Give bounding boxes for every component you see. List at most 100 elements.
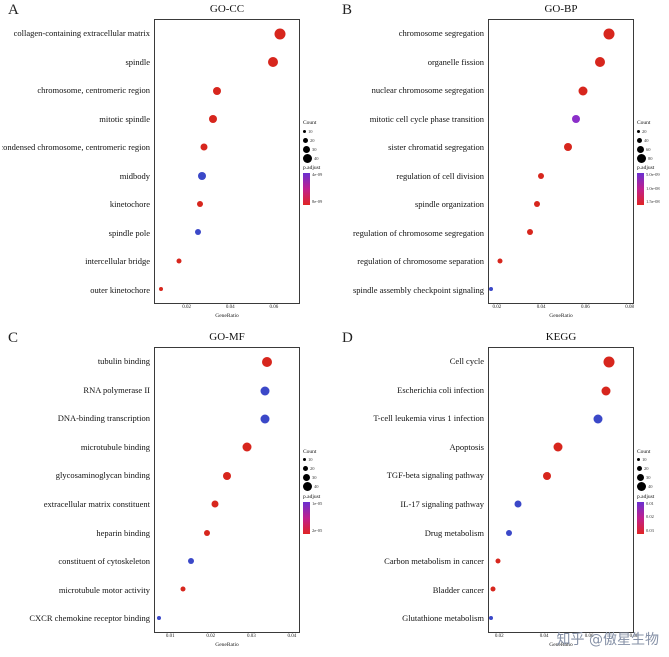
x-axis: GeneRatio 0.02 0.04 0.06 — [154, 304, 300, 322]
padjust-value: 0.03 — [646, 527, 654, 533]
legend-count-value: 30 — [312, 475, 317, 480]
legend-count-dot — [637, 145, 644, 153]
legend-count-dot — [637, 137, 642, 143]
y-axis-labels: Cell cycle Escherichia coli infection T-ce… — [336, 347, 488, 633]
legend-count-title: Count — [637, 120, 651, 126]
legend-padjust-gradient: 0.01 0.02 0.03 — [637, 501, 664, 534]
data-point — [197, 200, 204, 207]
x-tick-label: 0.02 — [206, 634, 216, 639]
category-label: constituent of cytoskeleton — [58, 556, 150, 567]
chart-title: GO-BP — [544, 3, 578, 15]
panel-letter: C — [8, 330, 19, 346]
legend-count-dot — [637, 482, 646, 491]
category-label: Bladder cancer — [432, 584, 484, 595]
x-axis-row: GeneRatio 0.02 0.04 0.06 0.08 — [336, 304, 667, 322]
panel-letter: D — [342, 330, 353, 346]
x-axis: GeneRatio 0.01 0.02 0.03 0.04 — [154, 633, 300, 651]
legend-count-value: 20 — [310, 137, 315, 143]
legend-count-dot — [637, 129, 640, 133]
category-label: regulation of cell division — [396, 170, 484, 181]
legend-padjust-title: p.adjust — [303, 493, 321, 500]
x-axis: GeneRatio 0.02 0.04 0.06 0.08 — [488, 304, 634, 322]
plot-area — [154, 347, 300, 633]
legend-count-value: 10 — [642, 457, 647, 462]
dotplot-go-bp: GO-BP chromosome segregation organelle fi… — [336, 3, 667, 322]
legend-count-title: Count — [637, 448, 651, 455]
legend-count-dot — [637, 153, 646, 163]
data-point — [534, 200, 540, 207]
padjust-labels: 1e-05 2e-05 — [312, 500, 323, 534]
category-label: Escherichia coli infection — [397, 384, 484, 395]
category-label: chromosome, centromeric region — [37, 85, 150, 95]
category-label: Apoptosis — [449, 441, 484, 452]
category-label: regulation of chromosome separation — [357, 256, 484, 266]
legend-count-dot — [303, 458, 306, 461]
plot-row: Cell cycle Escherichia coli infection T-ce… — [336, 347, 667, 633]
data-point — [274, 28, 286, 40]
x-tick-label: 0.02 — [494, 634, 504, 639]
category-label: Drug metabolism — [424, 527, 484, 538]
x-tick-label: 0.08 — [629, 634, 639, 639]
title-row: GO-CC — [2, 3, 332, 19]
category-label: spindle assembly checkpoint signaling — [352, 284, 484, 295]
category-label: Glutathione metabolism — [402, 613, 484, 624]
legend-count-value: 40 — [648, 484, 653, 489]
y-axis-labels: collagen-containing extracellular matrix… — [2, 19, 154, 304]
x-tick-label: 0.08 — [625, 305, 634, 310]
plot-row: chromosome segregation organelle fission n… — [336, 19, 667, 304]
legend-count-dot — [637, 474, 644, 481]
data-point — [262, 357, 272, 368]
dotplot-go-mf: GO-MF tubulin binding RNA polymerase II DN… — [2, 331, 332, 651]
legend-count-value: 40 — [644, 137, 649, 143]
category-label: extracellular matrix constituent — [43, 499, 150, 510]
legend-count-value: 10 — [308, 128, 313, 134]
legend-count-dot — [303, 145, 310, 153]
legend-count-item: 80 — [637, 153, 664, 163]
legend-padjust-title: p.adjust — [637, 493, 655, 500]
y-axis-labels: tubulin binding RNA polymerase II DNA-bind… — [2, 347, 154, 633]
category-label: mitotic cell cycle phase transition — [369, 113, 484, 124]
category-label: microtubule binding — [80, 441, 150, 452]
data-point — [204, 529, 210, 536]
x-tick-label: 0.04 — [225, 305, 235, 310]
legend-count-item: 10 — [637, 456, 664, 464]
legend-count-value: 10 — [308, 457, 313, 462]
legend-count-value: 30 — [312, 146, 317, 152]
data-point — [489, 286, 494, 291]
legend-count-value: 40 — [314, 484, 319, 489]
legend: Count 20 40 60 80 p.adjust 5.0e-09 1.0e-08 1.5e-… — [634, 19, 664, 304]
title-row: KEGG — [336, 331, 667, 347]
padjust-value: 0.02 — [646, 514, 654, 520]
legend-count-dot — [637, 458, 640, 461]
chart-title: KEGG — [545, 331, 577, 343]
data-point — [211, 500, 219, 508]
legend-padjust-gradient: 5.0e-09 1.0e-08 1.5e-08 — [637, 172, 664, 205]
x-axis-title: GeneRatio — [215, 642, 239, 648]
legend-count-value: 60 — [646, 146, 651, 152]
legend-count-item: 40 — [637, 136, 664, 144]
legend-count-dot — [303, 466, 308, 471]
panel-letter: A — [8, 2, 19, 18]
category-label: TGF-beta signaling pathway — [386, 470, 484, 481]
padjust-colorbar — [637, 501, 644, 534]
data-point — [542, 471, 551, 480]
dotplot-kegg: KEGG Cell cycle Escherichia coli infectio… — [336, 331, 667, 651]
legend: Count 10 20 30 40 p.adjust 0.01 0.02 0.03 — [634, 347, 664, 633]
padjust-value: 1e-05 — [312, 500, 323, 506]
data-point — [180, 586, 186, 592]
legend: Count 10 20 30 40 p.adjust 1e-05 2e-05 — [300, 347, 330, 633]
legend-count-dot — [303, 482, 312, 491]
x-axis-row: GeneRatio 0.01 0.02 0.03 0.04 — [2, 633, 332, 651]
x-tick-label: 0.06 — [584, 634, 594, 639]
panel-go-cc: A GO-CC collagen-containing extracellula… — [0, 0, 334, 328]
category-label: nuclear chromosome segregation — [371, 85, 484, 95]
category-label: kinetochore — [109, 199, 150, 209]
legend-count-title: Count — [303, 120, 317, 126]
x-tick-label: 0.02 — [492, 305, 502, 310]
x-tick-label: 0.06 — [269, 305, 279, 310]
legend-padjust-title: p.adjust — [303, 165, 321, 171]
chart-title: GO-MF — [209, 331, 245, 343]
legend-count-item: 20 — [637, 127, 664, 135]
data-point — [497, 258, 503, 264]
data-point — [495, 558, 501, 564]
